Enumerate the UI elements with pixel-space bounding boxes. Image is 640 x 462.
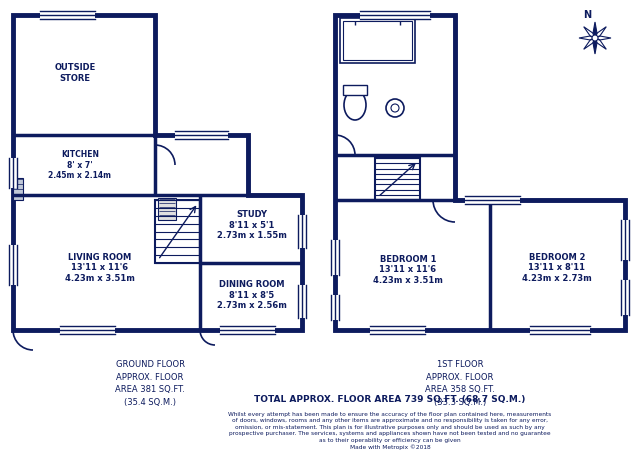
Polygon shape <box>595 27 606 38</box>
Text: 1ST FLOOR
APPROX. FLOOR
AREA 358 SQ.FT.
(33.3 SQ.M.): 1ST FLOOR APPROX. FLOOR AREA 358 SQ.FT. … <box>425 360 495 407</box>
Ellipse shape <box>344 90 366 120</box>
Text: N: N <box>583 10 591 20</box>
Text: BEDROOM 1
13'11 x 11'6
4.23m x 3.51m: BEDROOM 1 13'11 x 11'6 4.23m x 3.51m <box>373 255 443 285</box>
Text: DINING ROOM
8'11 x 8'5
2.73m x 2.56m: DINING ROOM 8'11 x 8'5 2.73m x 2.56m <box>217 280 287 310</box>
Polygon shape <box>13 15 302 330</box>
Bar <box>343 85 367 95</box>
Polygon shape <box>335 15 625 330</box>
Bar <box>375 158 420 200</box>
Bar <box>343 21 412 60</box>
Polygon shape <box>593 22 597 38</box>
Text: BEDROOM 2
13'11 x 8'11
4.23m x 2.73m: BEDROOM 2 13'11 x 8'11 4.23m x 2.73m <box>522 253 592 283</box>
Polygon shape <box>595 38 606 49</box>
Circle shape <box>391 104 399 112</box>
Polygon shape <box>595 36 611 40</box>
Bar <box>340 18 415 63</box>
Text: TOTAL APPROX. FLOOR AREA 739 SQ.FT. (68.7 SQ.M.): TOTAL APPROX. FLOOR AREA 739 SQ.FT. (68.… <box>254 395 525 404</box>
Text: LIVING ROOM
13'11 x 11'6
4.23m x 3.51m: LIVING ROOM 13'11 x 11'6 4.23m x 3.51m <box>65 253 135 283</box>
Text: STUDY
8'11 x 5'1
2.73m x 1.55m: STUDY 8'11 x 5'1 2.73m x 1.55m <box>217 210 287 240</box>
Text: OUTSIDE
STORE: OUTSIDE STORE <box>54 63 95 83</box>
Bar <box>155 200 200 263</box>
Polygon shape <box>584 38 595 49</box>
Circle shape <box>592 35 598 41</box>
Bar <box>13 178 23 200</box>
Text: KITCHEN
8' x 7'
2.45m x 2.14m: KITCHEN 8' x 7' 2.45m x 2.14m <box>49 150 111 180</box>
Text: Whilst every attempt has been made to ensure the accuracy of the floor plan cont: Whilst every attempt has been made to en… <box>228 412 552 450</box>
Text: GROUND FLOOR
APPROX. FLOOR
AREA 381 SQ.FT.
(35.4 SQ.M.): GROUND FLOOR APPROX. FLOOR AREA 381 SQ.F… <box>115 360 185 407</box>
Ellipse shape <box>386 99 404 117</box>
Polygon shape <box>584 27 595 38</box>
Bar <box>158 198 176 220</box>
Polygon shape <box>593 38 597 54</box>
Polygon shape <box>579 36 595 40</box>
